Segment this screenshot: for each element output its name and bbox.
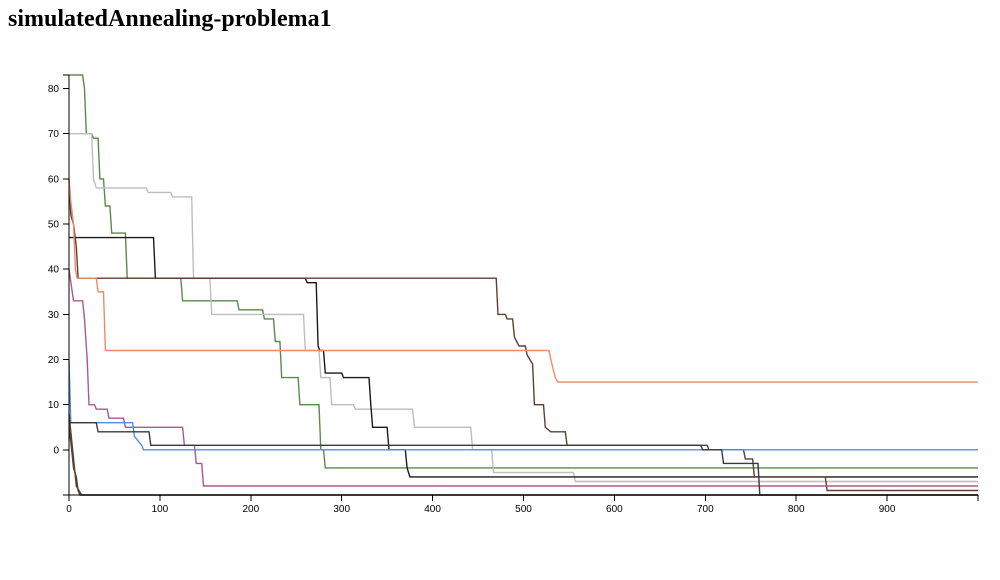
series-line-5	[68, 178, 978, 383]
series-line-2	[69, 133, 978, 483]
series-line-7	[68, 359, 978, 451]
y-tick-label: 30	[48, 310, 60, 321]
x-tick-label: 300	[333, 504, 350, 515]
y-tick-label: 50	[48, 220, 60, 231]
x-tick-label: 400	[424, 504, 441, 515]
x-tick-label: 200	[242, 504, 259, 515]
x-tick-label: 0	[66, 504, 72, 515]
series-group	[68, 74, 978, 496]
y-tick-label: 70	[48, 129, 60, 140]
x-tick-label: 800	[788, 504, 805, 515]
x-tick-label: 600	[606, 504, 623, 515]
y-tick-label: 20	[48, 355, 60, 366]
series-line-10	[68, 413, 978, 496]
x-tick-label: 700	[697, 504, 714, 515]
series-line-3	[69, 236, 978, 478]
y-tick-label: 40	[48, 265, 60, 276]
series-line-8	[69, 422, 978, 496]
y-tick-label: 10	[48, 400, 60, 411]
x-tick-label: 100	[152, 504, 169, 515]
series-line-6	[68, 269, 978, 487]
x-tick-label: 500	[515, 504, 532, 515]
series-line-1	[69, 74, 978, 469]
x-tick-label: 900	[879, 504, 896, 515]
series-line-9	[68, 427, 978, 496]
y-tick-label: 0	[53, 445, 59, 456]
y-tick-label: 60	[48, 174, 60, 185]
series-line-4	[68, 178, 978, 492]
y-tick-label: 80	[48, 84, 60, 95]
chart-title: simulatedAnnealing-problema1	[8, 6, 332, 32]
